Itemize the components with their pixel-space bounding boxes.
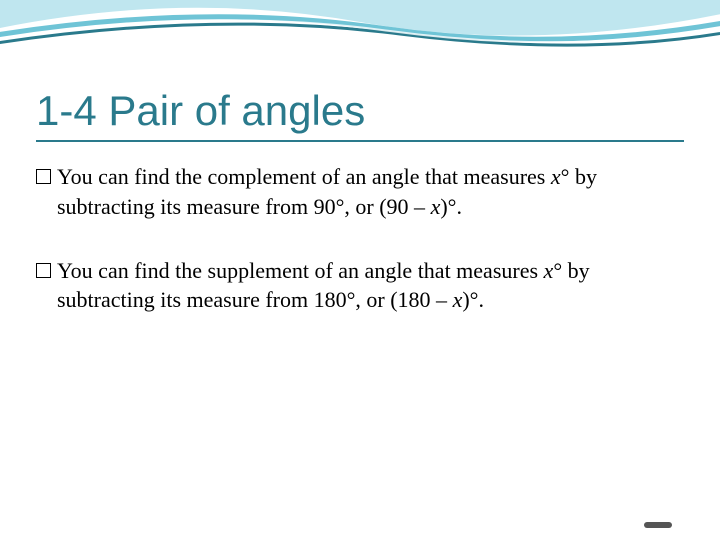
square-bullet-icon bbox=[36, 169, 51, 184]
text-run: ° bbox=[553, 258, 562, 283]
variable-x: x bbox=[431, 194, 441, 219]
variable-x: x bbox=[453, 287, 463, 312]
slide-title: 1-4 Pair of angles bbox=[36, 88, 684, 134]
page-number-badge bbox=[644, 522, 672, 528]
variable-x: x bbox=[544, 258, 554, 283]
slide-content: 1-4 Pair of angles You can find the comp… bbox=[36, 88, 684, 349]
bullet-item: You can find the supplement of an angle … bbox=[36, 256, 684, 315]
text-run: You can find the supplement of an angle … bbox=[57, 258, 544, 283]
bullet-text: You can find the complement of an angle … bbox=[57, 162, 684, 221]
variable-x: x bbox=[551, 164, 561, 189]
text-run: )°. bbox=[462, 287, 484, 312]
bullet-text: You can find the supplement of an angle … bbox=[57, 256, 684, 315]
bullet-item: You can find the complement of an angle … bbox=[36, 162, 684, 221]
text-run: You can find the complement of an angle … bbox=[57, 164, 551, 189]
title-underline bbox=[36, 140, 684, 142]
header-wave-decoration bbox=[0, 0, 720, 90]
square-bullet-icon bbox=[36, 263, 51, 278]
text-run: )°. bbox=[440, 194, 462, 219]
